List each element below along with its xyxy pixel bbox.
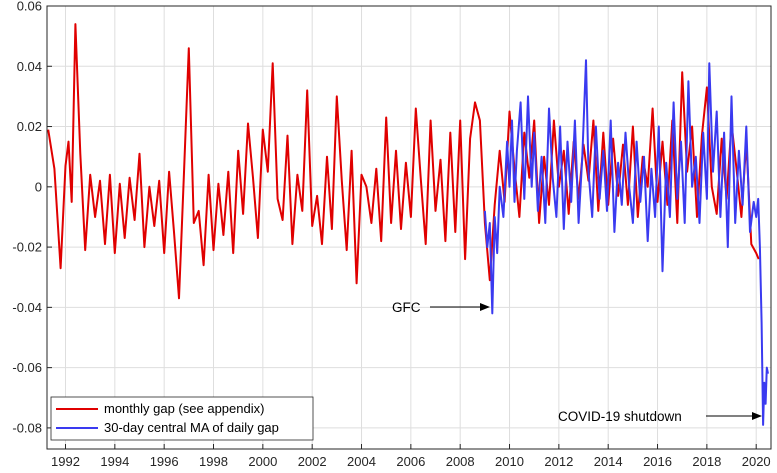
x-tick-label: 2016 xyxy=(643,454,672,469)
x-tick-label: 2014 xyxy=(594,454,623,469)
series-layer xyxy=(47,23,769,426)
annotation-gfc-arrowhead xyxy=(480,303,490,311)
x-tick-label: 1994 xyxy=(100,454,129,469)
x-tick-label: 1992 xyxy=(51,454,80,469)
y-tick-label: -0.02 xyxy=(12,240,42,255)
y-tick-label: -0.06 xyxy=(12,360,42,375)
x-tick-label: 2006 xyxy=(396,454,425,469)
annotation-gfc-label: GFC xyxy=(392,300,421,315)
x-tick-label: 1998 xyxy=(199,454,228,469)
x-tick-label: 2010 xyxy=(495,454,524,469)
legend: monthly gap (see appendix) 30-day centra… xyxy=(50,396,314,441)
x-tick-label: 2004 xyxy=(347,454,376,469)
y-tick-label: 0.02 xyxy=(17,119,42,134)
annotation-gfc: GFC xyxy=(392,300,490,315)
plot-frame xyxy=(46,5,772,450)
legend-label-daily-gap-ma: 30-day central MA of daily gap xyxy=(104,420,279,435)
annotation-covid-label: COVID-19 shutdown xyxy=(558,409,682,424)
legend-box xyxy=(50,396,314,441)
y-tick-label: -0.04 xyxy=(12,300,42,315)
annotation-covid-arrowhead xyxy=(752,412,762,420)
x-tick-label: 2008 xyxy=(446,454,475,469)
x-tick-label: 1996 xyxy=(150,454,179,469)
y-tick-label: 0.06 xyxy=(17,0,42,14)
y-tick-label: 0.04 xyxy=(17,59,42,74)
y-tick-label: 0 xyxy=(35,179,42,194)
annotation-covid: COVID-19 shutdown xyxy=(558,409,762,424)
series-monthly-gap-line xyxy=(47,23,760,300)
x-tick-label: 2018 xyxy=(692,454,721,469)
legend-label-monthly-gap: monthly gap (see appendix) xyxy=(104,401,264,416)
x-tick-label: 2020 xyxy=(742,454,771,469)
x-tick-label: 2000 xyxy=(248,454,277,469)
y-tick-label: -0.08 xyxy=(12,420,42,435)
x-tick-label: 2002 xyxy=(298,454,327,469)
ticks: 1992 1994 1996 1998 2000 2002 2004 2006 2008 2010… xyxy=(12,0,770,469)
series-daily-gap-ma-line xyxy=(483,59,769,426)
plot-area xyxy=(47,6,771,449)
x-tick-label: 2012 xyxy=(544,454,573,469)
